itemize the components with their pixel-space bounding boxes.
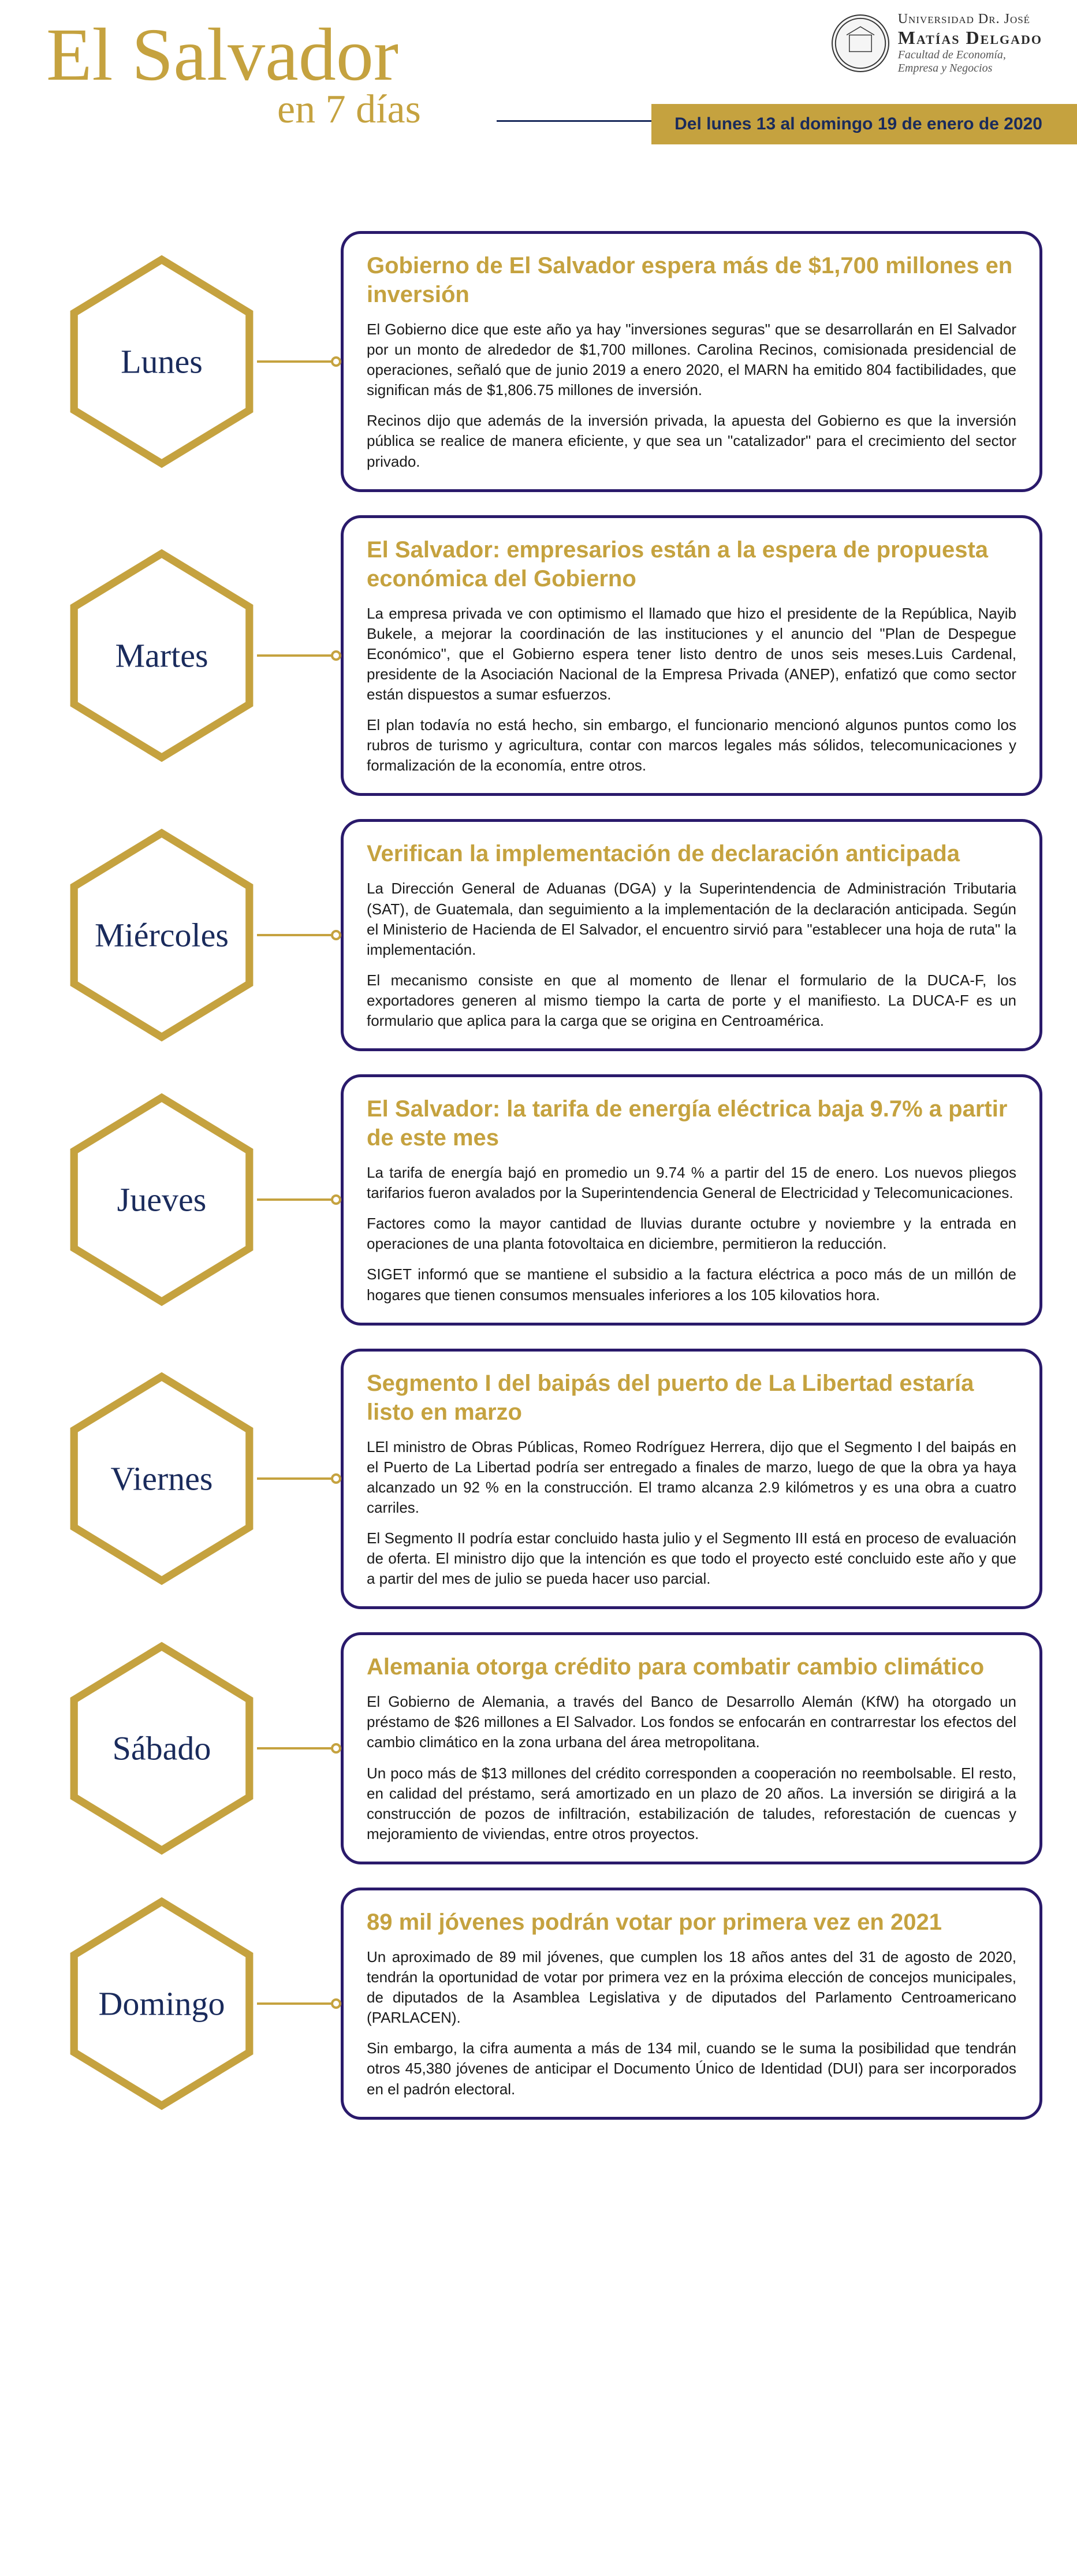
content-body: El Gobierno de Alemania, a través del Ba… (367, 1692, 1016, 1844)
content-paragraph: LEl ministro de Obras Públicas, Romeo Ro… (367, 1437, 1016, 1518)
content-title: Alemania otorga crédito para combatir ca… (367, 1652, 1016, 1681)
hexagon-icon: Martes (66, 546, 257, 765)
connector (257, 1194, 341, 1205)
connector-dot-icon (331, 1473, 341, 1484)
content-paragraph: Factores como la mayor cantidad de lluvi… (367, 1213, 1016, 1254)
connector-line (257, 1477, 332, 1480)
university-block: Universidad Dr. José Matías Delgado Facu… (832, 12, 1042, 75)
university-faculty-line1: Facultad de Economía, (898, 49, 1042, 62)
day-row: Miércoles Verifican la implementación de… (35, 819, 1042, 1051)
university-faculty-line2: Empresa y Negocios (898, 62, 1042, 75)
content-title: El Salvador: la tarifa de energía eléctr… (367, 1095, 1016, 1152)
content-paragraph: La tarifa de energía bajó en promedio un… (367, 1163, 1016, 1203)
university-logo-icon (832, 14, 889, 72)
connector (257, 650, 341, 661)
header: El Salvador en 7 días Universidad Dr. Jo… (0, 0, 1077, 219)
days-container: Lunes Gobierno de El Salvador espera más… (0, 219, 1077, 2189)
day-label: Viernes (111, 1460, 213, 1498)
connector-line (257, 1747, 332, 1749)
content-paragraph: Sin embargo, la cifra aumenta a más de 1… (367, 2038, 1016, 2099)
content-box: Segmento I del baipás del puerto de La L… (341, 1349, 1042, 1610)
connector-dot-icon (331, 1998, 341, 2009)
content-box: 89 mil jóvenes podrán votar por primera … (341, 1888, 1042, 2120)
day-label: Jueves (117, 1181, 207, 1219)
content-paragraph: Un aproximado de 89 mil jóvenes, que cum… (367, 1947, 1016, 2028)
content-title: El Salvador: empresarios están a la espe… (367, 535, 1016, 593)
content-paragraph: SIGET informó que se mantiene el subsidi… (367, 1264, 1016, 1305)
connector (257, 1473, 341, 1484)
hexagon-wrap: Sábado (35, 1639, 289, 1858)
day-row: Viernes Segmento I del baipás del puerto… (35, 1349, 1042, 1610)
hexagon-wrap: Martes (35, 546, 289, 765)
content-box: Alemania otorga crédito para combatir ca… (341, 1632, 1042, 1864)
hexagon-wrap: Miércoles (35, 825, 289, 1045)
content-body: La Dirección General de Aduanas (DGA) y … (367, 878, 1016, 1031)
connector-line (257, 2002, 332, 2005)
connector-line (257, 1198, 332, 1201)
hexagon-wrap: Viernes (35, 1369, 289, 1588)
day-row: Martes El Salvador: empresarios están a … (35, 515, 1042, 796)
connector (257, 1743, 341, 1754)
hexagon-wrap: Jueves (35, 1090, 289, 1309)
content-title: Gobierno de El Salvador espera más de $1… (367, 251, 1016, 309)
university-name-line1: Universidad Dr. José (898, 12, 1042, 27)
connector-dot-icon (331, 650, 341, 661)
hexagon-wrap: Domingo (35, 1894, 289, 2113)
connector-line (257, 360, 332, 363)
hexagon-icon: Lunes (66, 252, 257, 471)
connector-dot-icon (331, 1194, 341, 1205)
connector-dot-icon (331, 930, 341, 940)
hexagon-icon: Viernes (66, 1369, 257, 1588)
day-label: Domingo (98, 1984, 225, 2023)
day-row: Lunes Gobierno de El Salvador espera más… (35, 231, 1042, 492)
content-box: Gobierno de El Salvador espera más de $1… (341, 231, 1042, 492)
content-paragraph: Recinos dijo que además de la inversión … (367, 411, 1016, 471)
hexagon-icon: Sábado (66, 1639, 257, 1858)
content-paragraph: El Segmento II podría estar concluido ha… (367, 1528, 1016, 1589)
content-body: La empresa privada ve con optimismo el l… (367, 604, 1016, 776)
hexagon-wrap: Lunes (35, 252, 289, 471)
content-box: El Salvador: la tarifa de energía eléctr… (341, 1074, 1042, 1326)
content-paragraph: La empresa privada ve con optimismo el l… (367, 604, 1016, 705)
hexagon-icon: Domingo (66, 1894, 257, 2113)
connector (257, 356, 341, 367)
content-title: Segmento I del baipás del puerto de La L… (367, 1369, 1016, 1427)
connector (257, 930, 341, 940)
day-label: Miércoles (95, 916, 229, 955)
content-paragraph: El plan todavía no está hecho, sin embar… (367, 715, 1016, 776)
content-body: LEl ministro de Obras Públicas, Romeo Ro… (367, 1437, 1016, 1589)
content-paragraph: El Gobierno de Alemania, a través del Ba… (367, 1692, 1016, 1752)
university-name-line2: Matías Delgado (898, 27, 1042, 49)
content-title: 89 mil jóvenes podrán votar por primera … (367, 1908, 1016, 1937)
connector-dot-icon (331, 1743, 341, 1754)
content-box: El Salvador: empresarios están a la espe… (341, 515, 1042, 796)
day-row: Jueves El Salvador: la tarifa de energía… (35, 1074, 1042, 1326)
content-body: Un aproximado de 89 mil jóvenes, que cum… (367, 1947, 1016, 2099)
content-box: Verifican la implementación de declaraci… (341, 819, 1042, 1051)
content-title: Verifican la implementación de declaraci… (367, 839, 1016, 868)
day-label: Sábado (113, 1729, 211, 1768)
connector-dot-icon (331, 356, 341, 367)
university-text: Universidad Dr. José Matías Delgado Facu… (898, 12, 1042, 75)
day-row: Domingo 89 mil jóvenes podrán votar por … (35, 1888, 1042, 2120)
content-body: El Gobierno dice que este año ya hay "in… (367, 319, 1016, 472)
content-paragraph: Un poco más de $13 millones del crédito … (367, 1763, 1016, 1844)
content-paragraph: La Dirección General de Aduanas (DGA) y … (367, 878, 1016, 959)
content-body: La tarifa de energía bajó en promedio un… (367, 1163, 1016, 1305)
connector-line (257, 934, 332, 936)
connector-line (257, 654, 332, 657)
day-label: Martes (115, 636, 208, 675)
day-row: Sábado Alemania otorga crédito para comb… (35, 1632, 1042, 1864)
date-banner: Del lunes 13 al domingo 19 de enero de 2… (651, 104, 1077, 144)
hexagon-icon: Jueves (66, 1090, 257, 1309)
connector (257, 1998, 341, 2009)
content-paragraph: El mecanismo consiste en que al momento … (367, 970, 1016, 1031)
content-paragraph: El Gobierno dice que este año ya hay "in… (367, 319, 1016, 400)
hexagon-icon: Miércoles (66, 825, 257, 1045)
day-label: Lunes (121, 342, 203, 381)
